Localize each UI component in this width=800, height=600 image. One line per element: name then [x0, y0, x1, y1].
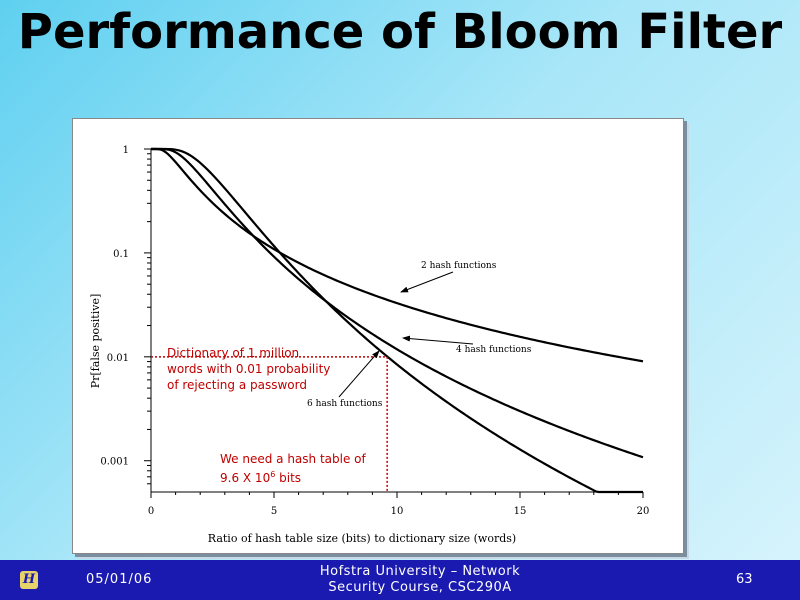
series-label-2-hash: 2 hash functions: [421, 261, 497, 271]
x-tick-label: 10: [391, 506, 404, 517]
footer-page-number: 63: [736, 572, 753, 587]
series-label-arrow: [400, 271, 454, 293]
series-label-4-hash: 4 hash functions: [456, 345, 532, 355]
x-tick-label: 15: [514, 506, 527, 517]
series-line-6-hash: [151, 147, 643, 494]
x-tick-label: 20: [637, 506, 650, 517]
chart-svg: 1 0.1 0.01 0.001 0 5 10 15 20 2 hash functions 4 …: [89, 145, 649, 545]
reference-lines: [151, 356, 388, 492]
y-tick-label: 0.01: [107, 353, 129, 364]
footer-date: 05/01/06: [86, 572, 153, 587]
hash-table-annotation: We need a hash table of 9.6 X 106 bits: [220, 451, 366, 486]
series-line-4-hash: [151, 147, 644, 459]
hash-table-annotation-main: We need a hash table of 9.6 X 10: [220, 452, 366, 485]
hash-table-annotation-unit: bits: [275, 471, 302, 485]
y-tick-label: 0.1: [113, 249, 129, 260]
series-label-arrow: [338, 350, 380, 398]
y-tick-label: 0.001: [100, 457, 129, 468]
chart-axes: 1 0.1 0.01 0.001 0 5 10 15 20: [100, 145, 649, 517]
footer-course: Hofstra University – Network Security Co…: [319, 564, 521, 595]
hash-table-annotation-exponent: 6: [270, 470, 276, 479]
series-label-arrow: [402, 335, 474, 345]
chart-figure: 1 0.1 0.01 0.001 0 5 10 15 20 2 hash functions 4 …: [72, 118, 684, 554]
chart-series-group: [151, 147, 644, 494]
series-label-6-hash: 6 hash functions: [307, 399, 383, 409]
dictionary-annotation: Dictionary of 1 million words with 0.01 …: [167, 346, 331, 392]
slide-footer: H 05/01/06 Hofstra University – Network …: [0, 560, 800, 600]
y-axis-label: Pr[false positive]: [89, 294, 102, 389]
x-tick-label: 5: [271, 506, 277, 517]
hofstra-logo-icon: H: [20, 571, 38, 589]
x-axis-label: Ratio of hash table size (bits) to dicti…: [208, 532, 516, 545]
slide-title-text: Performance of Bloom Filter: [17, 4, 783, 60]
y-tick-label: 1: [123, 145, 129, 156]
slide-title: Performance of Bloom Filter: [0, 4, 800, 60]
series-label-arrows: 2 hash functions 4 hash functions 6 hash f…: [307, 261, 532, 409]
series-line-2-hash: [151, 147, 644, 363]
x-tick-label: 0: [148, 506, 154, 517]
